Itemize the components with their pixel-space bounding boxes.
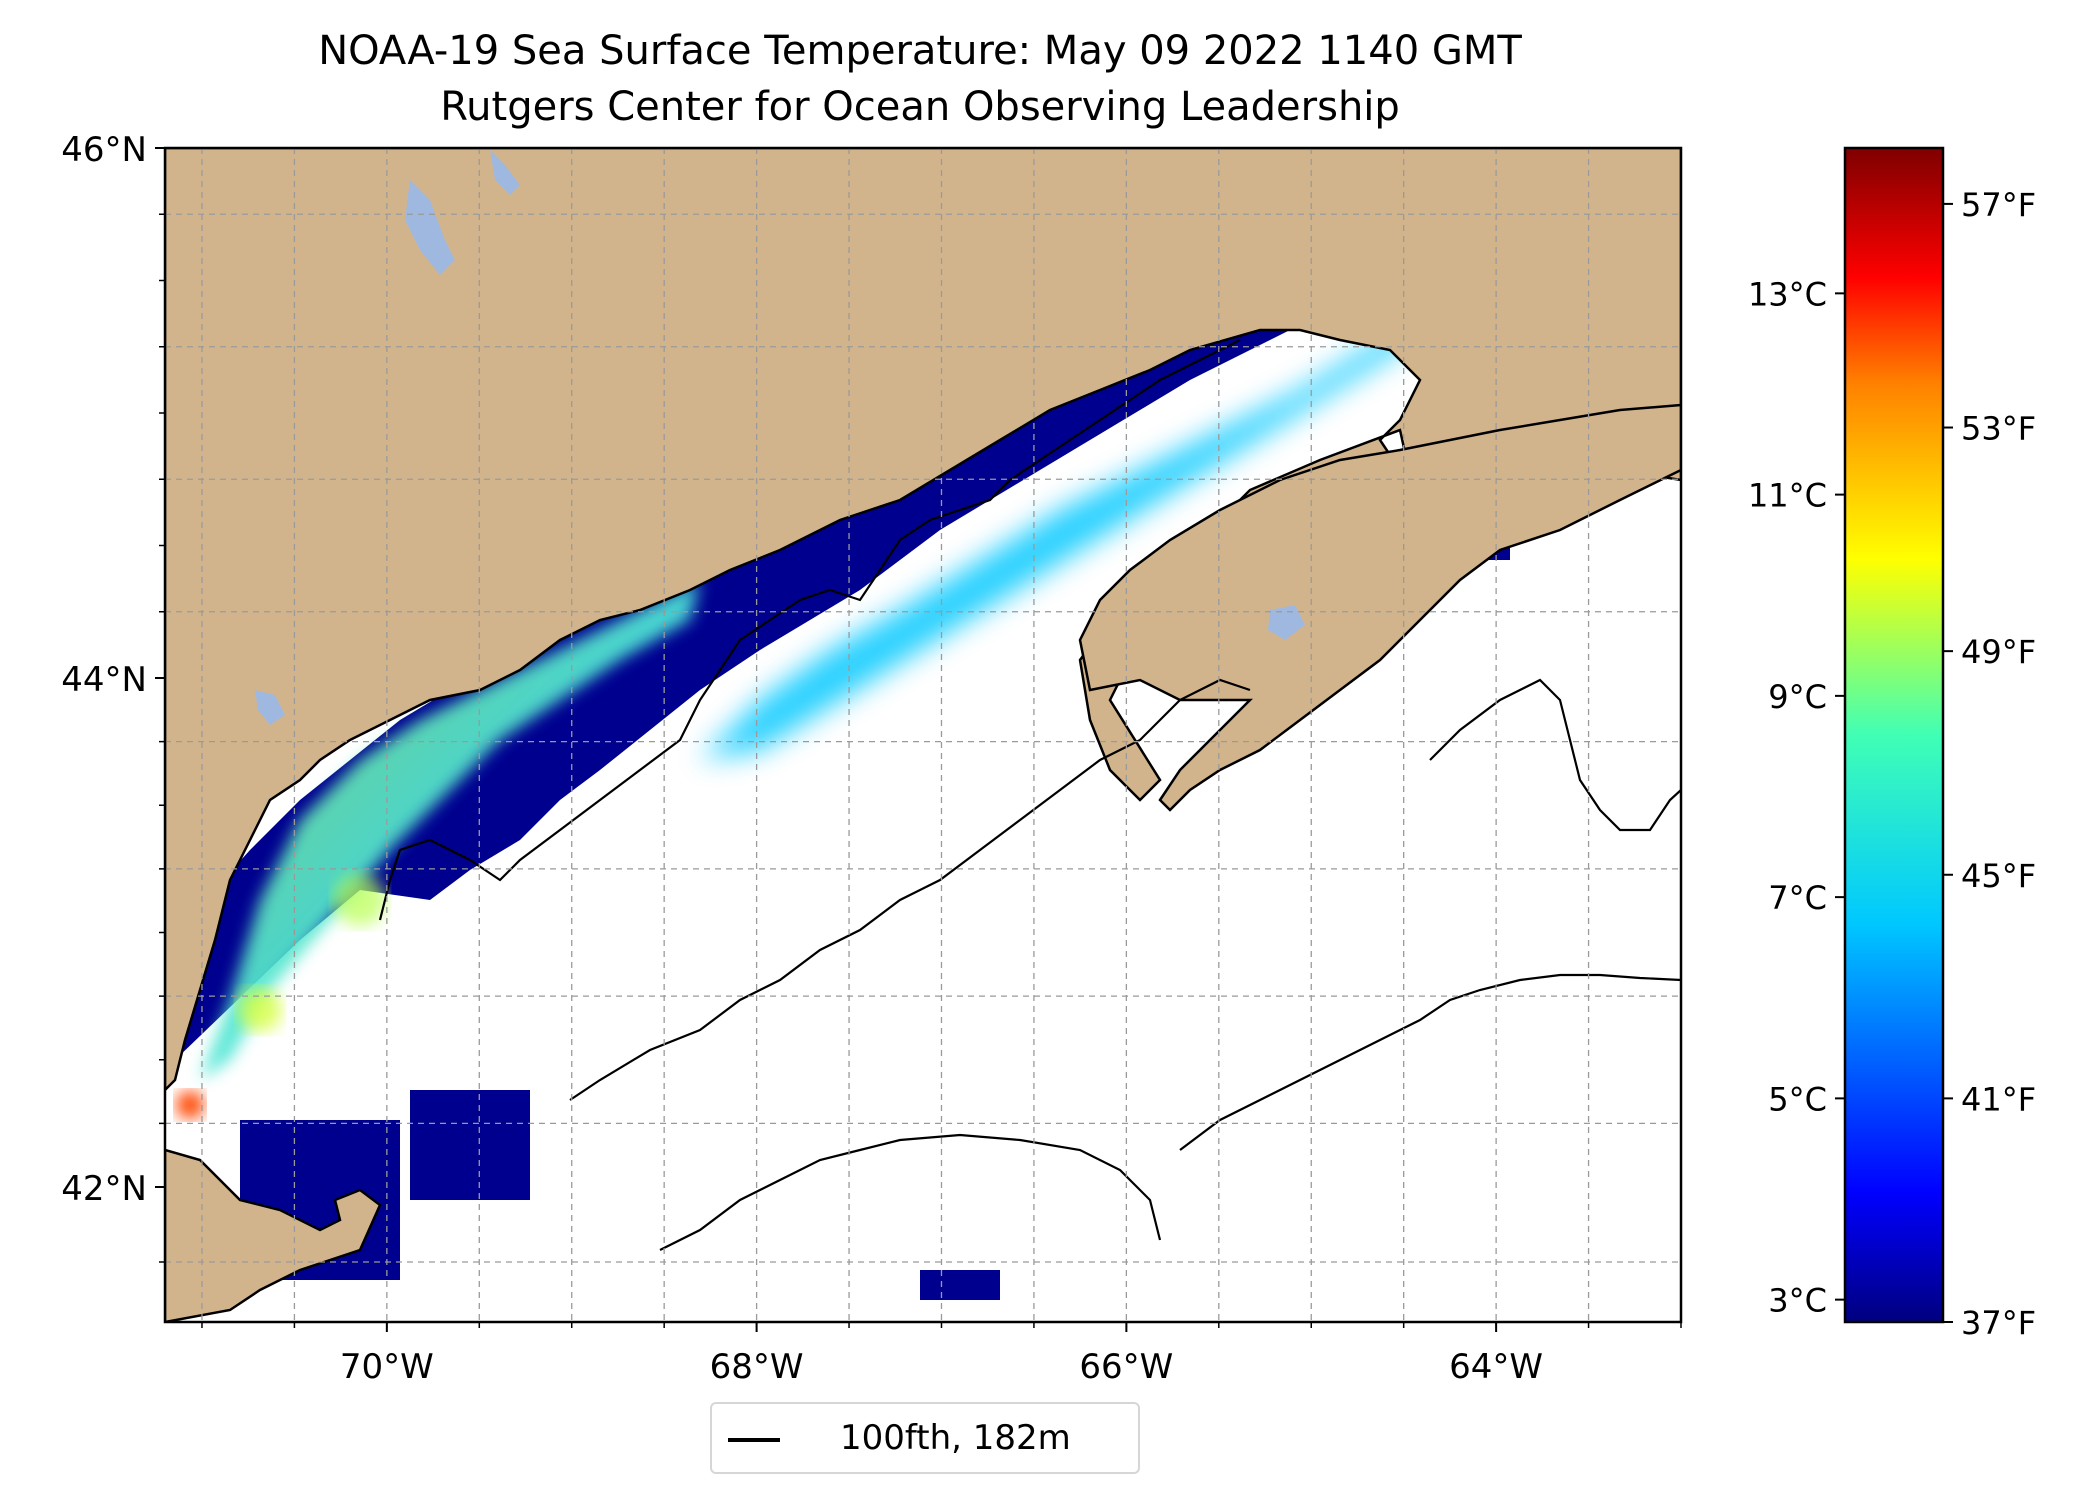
land-nova-scotia <box>1078 403 1681 812</box>
celsius-tick-label: 3°C <box>1768 1282 1827 1320</box>
sst-hot-spot <box>238 988 282 1032</box>
sst-hot-spot <box>334 874 386 926</box>
sst-cold-patch <box>920 1270 1000 1300</box>
lon-tick-label: 68°W <box>710 1347 804 1387</box>
lake <box>490 150 520 195</box>
lakes <box>255 150 1305 725</box>
lake <box>255 690 285 725</box>
celsius-tick-label: 9°C <box>1768 678 1827 716</box>
legend: 100fth, 182m <box>710 1402 1140 1474</box>
lake <box>1268 605 1305 640</box>
celsius-tick-label: 5°C <box>1768 1080 1827 1118</box>
colorbar: 3°C 5°C 7°C 9°C 11°C 13°C 37°F 41°F 45°F 49°F 53°… <box>1748 146 2036 1342</box>
land <box>165 148 1681 1322</box>
colorbar-gradient <box>1843 146 1945 1324</box>
contour-line <box>1429 678 1681 832</box>
map-area <box>165 148 1681 1322</box>
sst-hot-spot <box>176 1091 204 1119</box>
lon-tick-label: 66°W <box>1079 1347 1173 1387</box>
land-new-england-maine-new-brunswick <box>165 148 1681 1092</box>
fahrenheit-tick-label: 57°F <box>1961 186 2036 224</box>
fahrenheit-tick-label: 37°F <box>1961 1304 2036 1342</box>
sst-cold-patch <box>410 1090 530 1200</box>
legend-line-swatch <box>728 1438 780 1442</box>
sst-cold-region <box>175 250 1400 1060</box>
contour-100fth <box>378 339 1681 1251</box>
gridlines <box>165 148 1681 1322</box>
contour-line <box>1179 973 1681 1151</box>
contour-line <box>378 339 1241 921</box>
chart-subtitle: Rutgers Center for Ocean Observing Leade… <box>440 84 1400 130</box>
fahrenheit-tick-label: 41°F <box>1961 1080 2036 1118</box>
lon-tick-label: 64°W <box>1449 1347 1543 1387</box>
celsius-tick-label: 7°C <box>1768 879 1827 917</box>
contour-line <box>659 1133 1162 1251</box>
contour-line <box>569 678 1251 1101</box>
lat-tick-label: 42°N <box>61 1169 147 1209</box>
land-cape-cod <box>165 1148 382 1322</box>
celsius-tick-label: 13°C <box>1748 275 1827 313</box>
sst-warm-band-offshore <box>700 320 1410 760</box>
legend-label: 100fth, 182m <box>840 1418 1071 1458</box>
colorbar-fahrenheit-axis: 37°F 41°F 45°F 49°F 53°F 57°F <box>1943 186 2036 1342</box>
lon-axis: 70°W 68°W 66°W 64°W <box>201 1322 1682 1387</box>
lat-tick-label: 46°N <box>61 130 147 170</box>
celsius-tick-label: 11°C <box>1748 477 1827 515</box>
lat-tick-label: 44°N <box>61 660 147 700</box>
fahrenheit-tick-label: 49°F <box>1961 633 2036 671</box>
chart-title: NOAA-19 Sea Surface Temperature: May 09 … <box>318 28 1522 74</box>
fahrenheit-tick-label: 53°F <box>1961 410 2036 448</box>
colorbar-celsius-axis: 3°C 5°C 7°C 9°C 11°C 13°C <box>1748 275 1845 1320</box>
fahrenheit-tick-label: 45°F <box>1961 857 2036 895</box>
sst-warm-band-coastal <box>200 580 700 1080</box>
lat-axis: 46°N 44°N 42°N <box>61 130 165 1263</box>
lake <box>405 180 455 275</box>
lon-tick-label: 70°W <box>340 1347 434 1387</box>
map-frame <box>163 146 1683 1324</box>
